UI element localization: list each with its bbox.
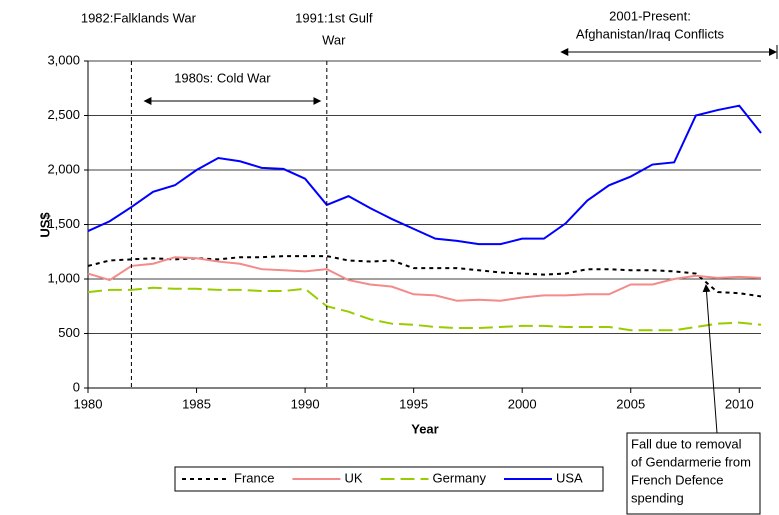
x-tick-label: 1990	[291, 396, 320, 411]
y-tick-label: 1,500	[47, 216, 80, 231]
y-axis-label: US$	[37, 212, 52, 238]
period-label: 2001-Present:	[609, 8, 691, 23]
y-tick-label: 3,000	[47, 52, 80, 67]
x-tick-label: 1995	[399, 396, 428, 411]
x-tick-label: 2010	[725, 396, 754, 411]
legend-label: France	[234, 470, 274, 485]
x-axis-label: Year	[411, 421, 438, 436]
period-label: 1980s: Cold War	[174, 70, 271, 85]
y-tick-label: 500	[58, 325, 80, 340]
series-line	[87, 104, 762, 246]
y-tick-label: 2,000	[47, 161, 80, 176]
y-tick-label: 1,000	[47, 270, 80, 285]
period-label: Afghanistan/Iraq Conflicts	[576, 26, 725, 41]
note-text: spending	[631, 490, 684, 505]
series-line	[87, 255, 762, 298]
legend-label: Germany	[433, 470, 487, 485]
x-tick-label: 2000	[508, 396, 537, 411]
note-text: French Defence	[631, 472, 724, 487]
series-line	[87, 286, 762, 332]
legend-label: USA	[556, 470, 583, 485]
event-label: 1991:1st Gulf	[295, 10, 373, 25]
event-label: War	[322, 32, 346, 47]
x-tick-label: 2005	[616, 396, 645, 411]
note-pointer	[702, 284, 718, 434]
y-tick-label: 2,500	[47, 107, 80, 122]
x-tick-label: 1980	[74, 396, 103, 411]
note-box	[626, 432, 761, 515]
note-text: Fall due to removal	[631, 436, 742, 451]
note-text: of Gendarmerie from	[631, 454, 751, 469]
series-line	[87, 256, 762, 302]
x-tick-label: 1985	[182, 396, 211, 411]
y-tick-label: 0	[73, 379, 80, 394]
legend-label: UK	[344, 470, 362, 485]
event-label: 1982:Falklands War	[81, 10, 197, 25]
